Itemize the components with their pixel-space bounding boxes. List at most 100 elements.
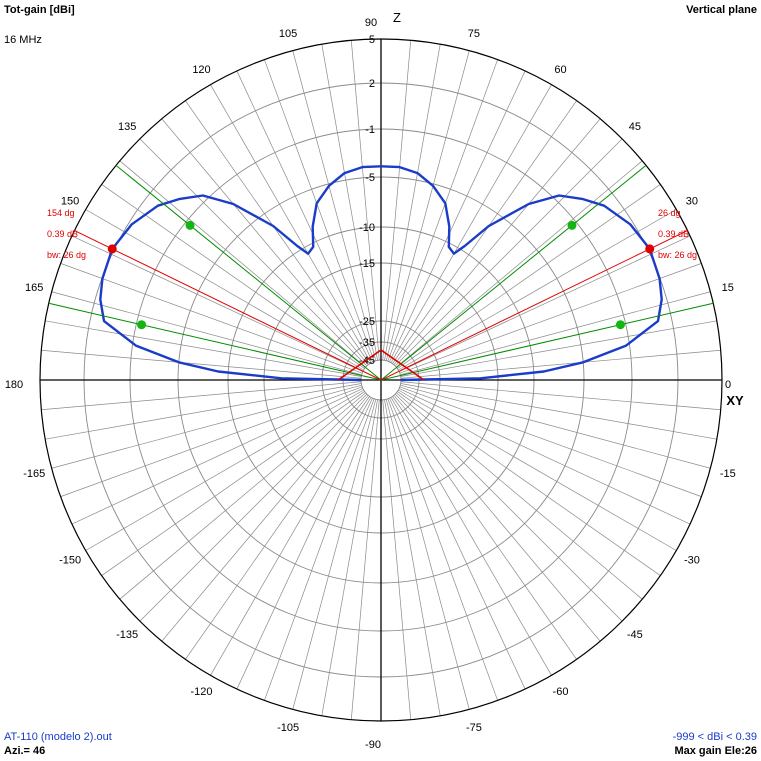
max-gain-label: 0.39 dB xyxy=(658,229,689,239)
frequency-label: 16 MHz xyxy=(4,34,42,46)
grid-spoke xyxy=(384,399,441,716)
grid-spoke xyxy=(185,396,370,660)
grid-spoke xyxy=(236,70,373,363)
grid-spoke xyxy=(71,235,364,372)
grid-spoke xyxy=(60,263,363,374)
grid-spoke xyxy=(161,395,369,642)
angle-tick-label: 165 xyxy=(25,282,43,294)
radiation-pattern-curve xyxy=(99,165,663,382)
grid-spoke xyxy=(45,383,362,440)
grid-spoke xyxy=(119,392,366,600)
radial-tick-label: -5 xyxy=(365,172,375,184)
angle-tick-label: -75 xyxy=(466,722,482,734)
grid-spoke xyxy=(390,84,552,363)
grid-spoke xyxy=(392,396,577,660)
grid-spoke xyxy=(51,384,362,469)
angle-tick-label: -60 xyxy=(553,686,569,698)
grid-spoke xyxy=(398,389,677,551)
angle-tick-label: -150 xyxy=(59,555,81,567)
grid-spoke xyxy=(399,263,702,374)
max-gain-label: bw: 26 dg xyxy=(47,250,86,260)
grid-spoke xyxy=(264,398,375,701)
grid-spoke xyxy=(382,40,412,361)
radial-tick-label: 2 xyxy=(369,78,375,90)
halfpower-point xyxy=(615,320,625,330)
angle-tick-label: 120 xyxy=(192,64,210,76)
grid-spoke xyxy=(400,383,717,440)
angle-tick-label: 30 xyxy=(686,196,698,208)
angle-tick-label: -15 xyxy=(720,468,736,480)
grid-spoke xyxy=(41,349,362,379)
halfpower-line xyxy=(380,302,714,381)
angle-tick-label: 135 xyxy=(118,121,136,133)
angle-tick-label: 150 xyxy=(61,196,79,208)
grid-spoke xyxy=(393,118,601,365)
grid-spoke xyxy=(389,397,526,690)
angle-tick-label: -30 xyxy=(684,555,700,567)
grid-spoke xyxy=(387,59,498,362)
angle-tick-label: -120 xyxy=(190,686,212,698)
grid-spoke xyxy=(236,397,373,690)
angle-tick-label: -45 xyxy=(627,629,643,641)
plane-label: Vertical plane xyxy=(686,4,757,16)
grid-spoke xyxy=(385,50,470,361)
max-gain-label: bw: 26 dg xyxy=(658,250,697,260)
angle-tick-label: 75 xyxy=(468,28,480,40)
axis-label-xy: XY xyxy=(726,393,744,408)
grid-spoke xyxy=(60,386,363,497)
angle-tick-label: 0 xyxy=(725,379,731,391)
radial-tick-label: -25 xyxy=(359,316,375,328)
angle-tick-label: -90 xyxy=(365,739,381,751)
angle-tick-label: -165 xyxy=(23,468,45,480)
grid-spoke xyxy=(390,397,552,676)
angle-tick-label: -135 xyxy=(116,629,138,641)
angle-tick-label: 60 xyxy=(554,64,566,76)
grid-spoke xyxy=(161,118,369,365)
azimuth-label: Azi.= 46 xyxy=(4,745,46,757)
grid-spoke xyxy=(51,291,362,376)
grid-spoke xyxy=(384,44,441,361)
grid-spoke xyxy=(389,70,526,363)
grid-spoke xyxy=(400,349,721,379)
radial-tick-label: -15 xyxy=(359,258,375,270)
grid-spoke xyxy=(400,384,711,469)
grid-spoke xyxy=(139,138,368,367)
grid-spoke xyxy=(398,388,691,525)
radial-tick-label: 5 xyxy=(369,34,375,46)
angle-tick-label: 15 xyxy=(722,282,734,294)
grid-spoke xyxy=(292,399,377,710)
grid-spoke xyxy=(382,399,412,720)
grid-spoke xyxy=(350,40,380,361)
grid-spoke xyxy=(71,388,364,525)
angle-tick-label: 45 xyxy=(629,121,641,133)
grid-spoke xyxy=(264,59,375,362)
radial-tick-label: -45 xyxy=(359,355,375,367)
grid-spoke xyxy=(210,84,372,363)
grid-spoke xyxy=(185,100,370,364)
radial-tick-label: -35 xyxy=(359,337,375,349)
halfpower-point xyxy=(137,320,147,330)
grid-spoke xyxy=(119,160,366,368)
grid-spoke xyxy=(394,393,623,622)
radial-tick-label: -1 xyxy=(365,124,375,136)
angle-tick-label: -105 xyxy=(277,722,299,734)
angle-tick-label: 180 xyxy=(5,379,23,391)
grid-spoke xyxy=(139,393,368,622)
grid-spoke xyxy=(45,320,362,377)
grid-spoke xyxy=(392,100,577,364)
grid-spoke xyxy=(400,381,721,411)
grid-spoke xyxy=(398,235,691,372)
plot-title: Tot-gain [dBi] xyxy=(4,4,75,16)
halfpower-line xyxy=(380,165,647,381)
max-gain-label: 0.39 dB xyxy=(47,229,78,239)
grid-spoke xyxy=(41,381,362,411)
grid-spoke xyxy=(400,320,717,377)
grid-spoke xyxy=(396,392,643,600)
angle-tick-label: 90 xyxy=(365,17,377,29)
center-marker xyxy=(337,349,425,381)
grid-spoke xyxy=(399,386,702,497)
grid-spoke xyxy=(101,391,365,576)
file-name: AT-110 (modelo 2).out xyxy=(4,731,112,743)
grid-spoke xyxy=(85,209,364,371)
